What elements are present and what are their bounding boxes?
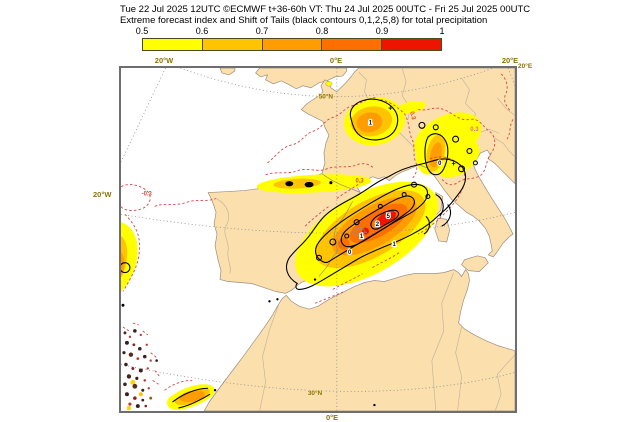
efi-label-atlantic: -0.3 [142,192,153,198]
landmass-ireland-tip [219,68,236,76]
graticule-label-top-0e: 0°E [329,56,343,65]
island-sicily [461,255,489,272]
plus-marker: + [452,161,456,168]
plus-marker: + [388,106,392,113]
lat-label-30n: 30°N [308,389,323,397]
colorbar-tick: 1 [439,26,445,36]
colorbar-segment [202,39,263,50]
colorbar-segment [143,39,203,50]
efi-label-pyrenees: 0.3 [355,179,364,185]
max-markers: + + [388,106,455,168]
colorbar-tick: 0.8 [315,26,329,36]
landmass-british-isles [255,68,348,90]
graticule-label-top-20e: 20°E [501,56,519,65]
colorbar-tick: 0.5 [135,26,149,36]
graticule-label-bottom-0e: 0°E [326,413,339,422]
colorbar-tick: 0.7 [255,26,269,36]
sot-contour-2 [340,195,415,248]
sot-chip: 2 [376,222,380,228]
colorbar-segment [382,39,441,50]
sot-chip: 1 [393,242,397,248]
black-fill-spots [121,181,376,407]
sot-contour-liguria [424,133,449,176]
sot-chip: 1 [369,120,373,126]
map-frame: 5 2 1 0 0 1 1 + + 0.3 0.3 0.3 -0.3 [119,66,517,413]
map-canvas: 5 2 1 0 0 1 1 + + 0.3 0.3 0.3 -0.3 [121,68,515,411]
inner-graticule-labels: 50°N 30°N [307,92,335,399]
graticule-label-top-20w: 20°W [154,56,174,65]
colorbar-tick: 0.9 [375,26,389,36]
efi-label-alps: 0.3 [470,127,479,133]
chart-title-line1: Tue 22 Jul 2025 12UTC ©ECMWF t+36-60h VT… [120,4,531,15]
graticule-label-left-20w: 20°W [93,190,112,199]
island-sardinia [434,217,451,243]
colorbar-segment [262,39,323,50]
sot-chip: 5 [387,214,391,220]
sot-chip-labels: 5 2 1 0 0 1 1 [347,119,443,257]
colorbar-segment [322,39,383,50]
sot-chip: 0 [348,250,352,256]
lat-30n-line [121,364,515,392]
efi-colorbar [142,38,442,51]
speckle-cluster-madeira [122,329,158,409]
chart-title-line2: Extreme forecast index and Shift of Tail… [120,15,488,26]
graticule-layer [121,68,515,411]
red-contour-layer [121,73,514,391]
sot-chip: 1 [360,234,364,240]
landmass-africa [203,269,515,411]
graticule-label-corner-20e: 20°E [518,63,533,70]
efi-label-france: 0.3 [408,111,416,121]
efi-contour-labels: 0.3 0.3 0.3 -0.3 [142,111,480,198]
lat-50n-line [180,68,494,97]
colorbar-tick: 0.6 [195,26,209,36]
sot-contour-0 [286,158,467,290]
sot-chip: 0 [438,161,442,167]
black-contour-layer [121,98,478,409]
lat-label-50n: 50°N [319,93,334,101]
sot-contour-5 [370,209,400,230]
sot-contour-paris [349,98,399,141]
